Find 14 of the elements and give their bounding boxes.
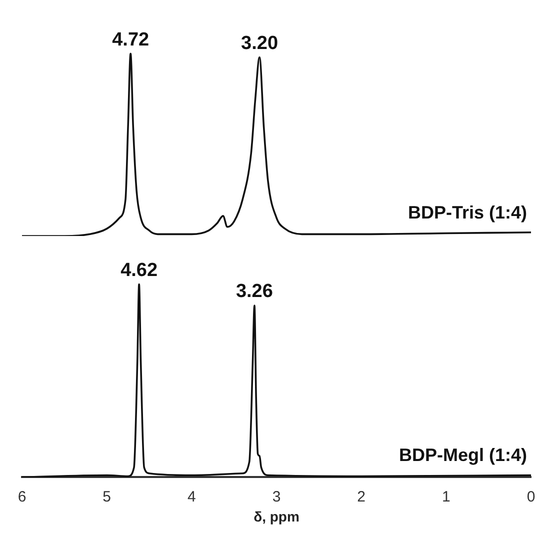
- x-axis-title: δ, ppm: [254, 508, 300, 524]
- x-tick-label: 4: [187, 488, 196, 506]
- x-tick-label: 0: [526, 488, 536, 506]
- annotation: 4.72: [112, 29, 150, 50]
- x-tick-label: 1: [442, 488, 450, 506]
- x-tick-label: 2: [357, 488, 366, 506]
- series-label: BDP-Tris (1:4): [408, 202, 527, 222]
- annotation: 3.26: [236, 281, 273, 302]
- x-tick-label: 6: [18, 488, 26, 506]
- series-label: BDP-Megl (1:4): [398, 445, 527, 466]
- x-tick-label: 3: [272, 488, 281, 506]
- annotation: 4.62: [120, 260, 158, 281]
- annotation: 3.20: [241, 32, 278, 54]
- x-tick-label: 5: [102, 488, 112, 506]
